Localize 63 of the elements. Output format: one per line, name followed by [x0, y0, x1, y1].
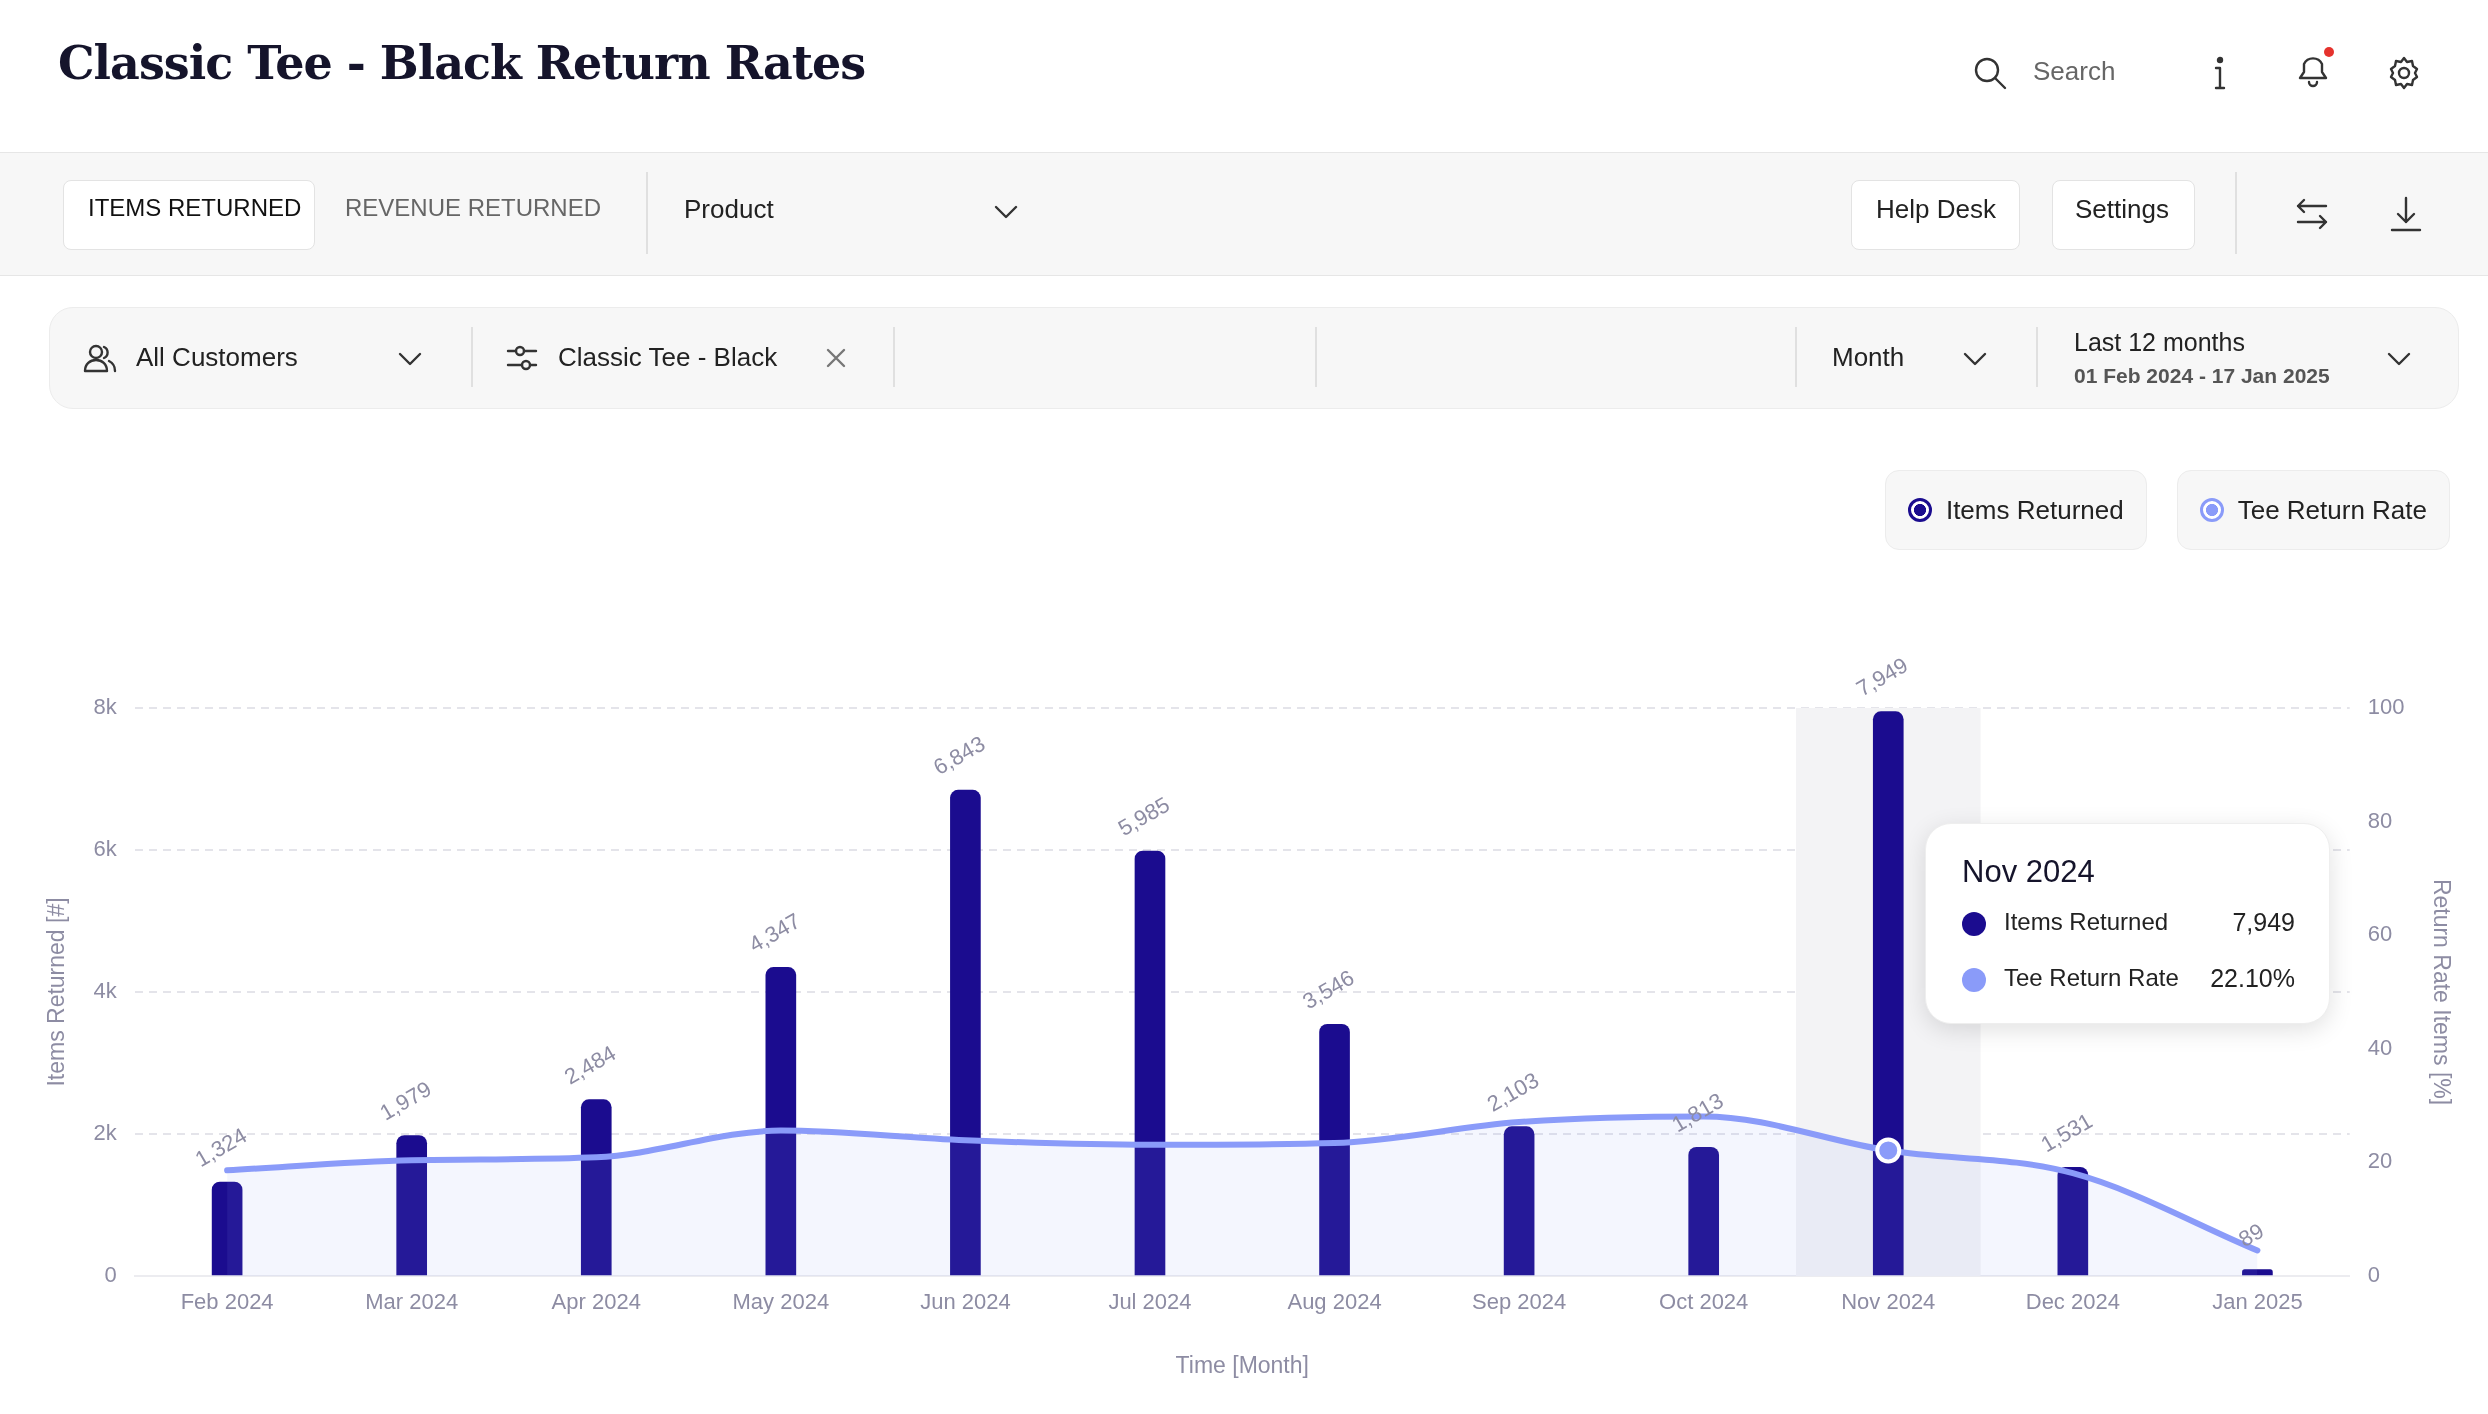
text: Last 12 months	[2074, 328, 2245, 357]
y2-tick-label: 60	[2367, 921, 2393, 947]
data-label: 3,546	[1298, 964, 1359, 1015]
text: Classic Tee - Black	[558, 342, 778, 373]
data-label: 6,843	[929, 730, 990, 780]
bar	[1134, 850, 1166, 1276]
text: ITEMS RETURNED	[88, 194, 302, 222]
data-label: 1,531	[2036, 1107, 2097, 1158]
text: REVENUE RETURNED	[345, 194, 602, 222]
y-tick-label: 2k	[93, 1120, 118, 1146]
annotation: 7,949	[2232, 908, 2295, 937]
y2-tick-label: 100	[2367, 694, 2405, 720]
bar	[1319, 1023, 1350, 1276]
text: Month	[1832, 342, 1905, 373]
data-label: 89	[2234, 1217, 2269, 1252]
chart-title: Classic Tee - Black Return Rates	[58, 36, 866, 90]
y2-tick-label: 80	[2367, 807, 2393, 833]
y-tick-label: 8k	[93, 694, 118, 720]
bar	[2057, 1166, 2089, 1276]
x-axis-title: Time [Month]	[1175, 1351, 1309, 1378]
annotation: 22.10%	[2210, 964, 2295, 993]
x-tick-label: May 2024	[732, 1289, 830, 1315]
bar	[1503, 1126, 1535, 1276]
text: 01 Feb 2024 - 17 Jan 2025	[2074, 364, 2330, 388]
x-tick-label: Sep 2024	[1472, 1289, 1567, 1315]
text: Tee Return Rate	[2237, 494, 2427, 525]
x-tick-label: Jan 2025	[2212, 1289, 2303, 1315]
bar	[211, 1181, 243, 1276]
y2-axis-title: Return Rate Items [%]	[2428, 878, 2455, 1106]
legend-label: Tee Return Rate	[2004, 964, 2179, 992]
x-tick-label: Oct 2024	[1659, 1289, 1749, 1315]
x-tick-label: Aug 2024	[1287, 1289, 1382, 1315]
data-label: 4,347	[744, 908, 805, 958]
bar	[396, 1135, 428, 1276]
bar	[1688, 1146, 1720, 1276]
x-tick-label: Jun 2024	[920, 1289, 1011, 1315]
text: All Customers	[136, 342, 298, 373]
x-tick-label: Nov 2024	[1841, 1289, 1936, 1315]
x-tick-label: Apr 2024	[551, 1289, 641, 1315]
y2-tick-label: 20	[2367, 1148, 2393, 1174]
y-tick-label: 4k	[93, 978, 118, 1004]
y-tick-label: 0	[104, 1262, 117, 1288]
y2-tick-label: 40	[2367, 1034, 2393, 1060]
legend-label: Items Returned	[2004, 908, 2169, 936]
x-tick-label: Feb 2024	[180, 1289, 274, 1315]
bar	[950, 789, 981, 1276]
x-tick-label: Jul 2024	[1108, 1289, 1192, 1315]
annotation: Nov 2024	[1962, 854, 2095, 890]
y2-tick-label: 0	[2367, 1262, 2380, 1288]
text: Items Returned	[1945, 494, 2124, 525]
y-tick-label: 6k	[93, 836, 118, 862]
bar	[765, 967, 797, 1276]
y-axis-title: Items Returned [#]	[43, 897, 70, 1087]
text: Search	[2033, 56, 2116, 87]
text: Product	[684, 194, 774, 225]
text: Settings	[2075, 194, 2169, 225]
text: Help Desk	[1876, 194, 1996, 225]
bar	[580, 1099, 612, 1276]
bar	[2242, 1269, 2273, 1276]
x-tick-label: Mar 2024	[365, 1289, 459, 1315]
x-tick-label: Dec 2024	[2025, 1289, 2120, 1315]
data-label: 7,949	[1851, 652, 1913, 702]
bar	[1872, 711, 1904, 1276]
